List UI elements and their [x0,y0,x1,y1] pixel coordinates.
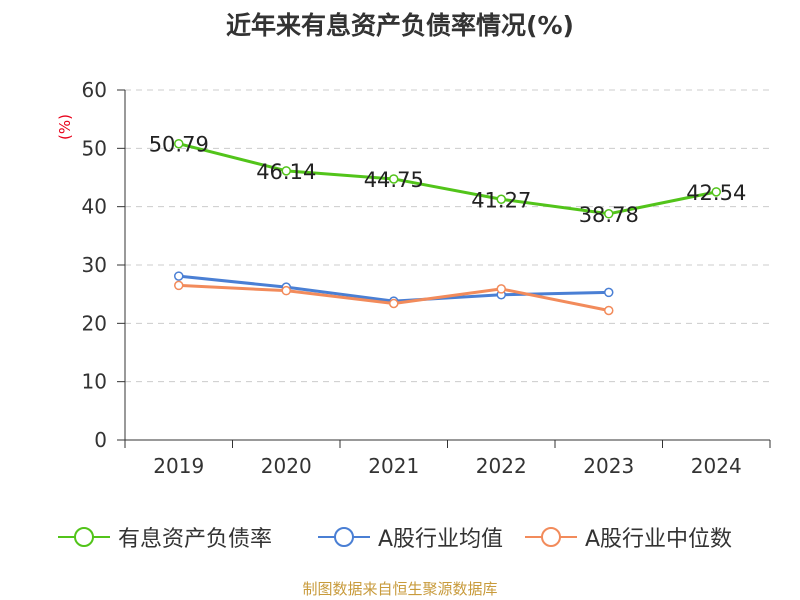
y-tick-label-10: 10 [82,370,107,394]
legend-swatch-series-3 [525,527,577,547]
y-tick-label-40: 40 [82,195,107,219]
y-tick-label-30: 30 [82,253,107,277]
data-point-series-3-2019 [174,280,184,291]
legend-item-series-1[interactable]: 有息资产负债率 [58,522,272,552]
data-label-series-1-2021: 44.75 [364,168,424,192]
data-label-series-1-2019: 50.79 [149,133,209,157]
y-tick-label-0: 0 [94,428,107,452]
data-label-series-1-2020: 46.14 [256,160,316,184]
data-label-series-1-2024: 42.54 [686,181,746,205]
legend-label-series-2: A股行业均值 [378,527,504,552]
legend: 有息资产负债率 A股行业均值 A股行业中位数 [0,522,800,552]
data-point-series-1-2020 [281,166,291,176]
data-point-series-3-2020 [281,285,291,296]
data-point-series-2-2023 [604,287,614,298]
legend-label-series-3: A股行业中位数 [585,527,733,552]
x-tick-label-2020: 2020 [261,454,312,478]
legend-swatch-series-1 [58,527,110,547]
series-line-1 [178,142,717,216]
data-point-series-1-2022 [496,194,506,205]
legend-marker-series-2 [334,527,354,547]
data-point-series-3-2021 [389,298,399,309]
data-point-series-2-2019 [174,271,184,281]
legend-marker-series-3 [541,527,561,547]
x-tick-label-2024: 2024 [691,454,742,478]
data-point-series-3-2022 [496,284,506,294]
chart-title: 近年来有息资产负债率情况(%) [226,11,574,40]
y-tick-label-50: 50 [82,136,107,160]
data-point-series-1-2021 [389,174,399,184]
x-tick-label-2021: 2021 [368,454,419,478]
data-label-series-1-2023: 38.78 [579,203,639,227]
data-point-series-1-2019 [174,138,184,149]
y-tick-label-20: 20 [82,311,107,335]
legend-item-series-2[interactable]: A股行业均值 [318,522,503,552]
legend-item-series-3[interactable]: A股行业中位数 [525,522,732,552]
data-label-series-1-2022: 41.27 [471,188,531,212]
legend-swatch-series-2 [318,527,370,547]
legend-marker-series-1 [74,527,94,547]
source-note: 制图数据来自恒生聚源数据库 [302,580,498,598]
data-point-series-1-2024 [711,187,721,197]
legend-label-series-1: 有息资产负债率 [118,527,273,552]
x-tick-label-2023: 2023 [583,454,634,478]
x-tick-label-2019: 2019 [153,454,204,478]
data-point-series-1-2023 [604,209,614,219]
y-tick-label-60: 60 [82,78,107,102]
x-tick-label-2022: 2022 [476,454,527,478]
data-point-series-3-2023 [604,305,614,316]
